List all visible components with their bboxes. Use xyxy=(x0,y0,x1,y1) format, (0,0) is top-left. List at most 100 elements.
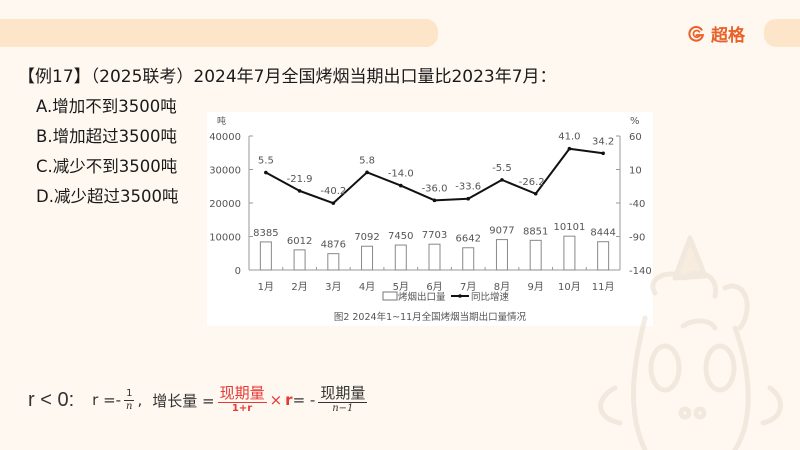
x-tick-label: 1月 xyxy=(258,281,274,293)
x-tick-label: 3月 xyxy=(325,281,341,293)
fraction-numerator: 现期量 xyxy=(318,384,368,404)
bar-value-label: 7092 xyxy=(354,232,379,243)
x-tick-label: 9月 xyxy=(527,281,543,293)
line-value-label: -5.5 xyxy=(492,163,512,174)
growth-point xyxy=(365,170,369,175)
bar-value-label: 4876 xyxy=(321,240,346,251)
formula-condition: r < 0: xyxy=(28,388,75,411)
bar xyxy=(259,241,272,271)
x-tick-label: 11月 xyxy=(592,281,615,293)
growth-point xyxy=(264,170,268,175)
y2-tick-label: -90 xyxy=(629,233,645,244)
top-banner-bar-right xyxy=(764,19,800,47)
bar xyxy=(529,239,542,271)
line-value-label: -40.2 xyxy=(320,186,346,197)
formula-growth-label: 增长量 = xyxy=(152,391,215,410)
top-banner-bar xyxy=(0,19,438,47)
bar-value-label: 8385 xyxy=(253,228,278,239)
formula-r: r xyxy=(285,391,293,409)
y-tick-label: 10000 xyxy=(209,233,241,244)
bar-value-label: 8851 xyxy=(523,226,548,237)
chart-panel: 40000 30000 20000 10000 0 60 10 -40 -90 -140 吨% 1月 2… xyxy=(207,112,653,326)
x-tick-label: 8月 xyxy=(494,281,510,293)
legend-bar-swatch xyxy=(382,291,398,301)
line-value-label: 41.0 xyxy=(558,132,580,143)
formula-fraction-current: 现期量 1+r xyxy=(217,384,267,415)
x-tick-label: 7月 xyxy=(460,281,476,293)
formula-r-fraction: 1 n xyxy=(124,388,135,412)
bar xyxy=(462,247,475,271)
option-c[interactable]: C.减少不到3500吨 xyxy=(36,157,178,176)
legend-bar-label: 烤烟出口量 xyxy=(398,291,446,303)
y2-tick-label: -140 xyxy=(629,266,652,277)
growth-point xyxy=(297,189,302,193)
line-value-label: 34.2 xyxy=(592,136,614,147)
bar xyxy=(293,249,306,271)
x-tick-label: 4月 xyxy=(359,281,375,293)
growth-point xyxy=(601,151,605,156)
growth-point xyxy=(432,198,437,203)
bar-value-label: 7703 xyxy=(422,230,447,241)
bar-value-label: 9077 xyxy=(489,226,514,237)
x-tick-label: 5月 xyxy=(393,281,409,293)
bar-value-label: 8444 xyxy=(590,228,615,239)
formula-fraction-n: 现期量 n−1 xyxy=(318,384,368,415)
line-value-label: -26.2 xyxy=(519,177,545,188)
growth-point xyxy=(533,191,538,196)
bar-value-label: 10101 xyxy=(554,222,586,233)
bar xyxy=(563,235,576,271)
y2-axis-unit: % xyxy=(630,116,640,127)
line-value-label: -14.0 xyxy=(388,169,414,180)
x-tick-label: 10月 xyxy=(558,281,581,293)
brand-logo: 超格 xyxy=(688,22,745,46)
option-b[interactable]: B.增加超过3500吨 xyxy=(36,127,178,146)
option-a[interactable]: A.增加不到3500吨 xyxy=(36,97,177,116)
option-d[interactable]: D.减少超过3500吨 xyxy=(36,187,179,206)
formula-times: × xyxy=(269,391,283,409)
legend-line-marker xyxy=(458,294,462,298)
line-value-label: 5.8 xyxy=(359,155,375,166)
brand-name: 超格 xyxy=(711,25,745,46)
growth-point xyxy=(567,146,572,151)
legend-line-label: 同比增速 xyxy=(471,291,510,303)
y-tick-label: 20000 xyxy=(209,199,241,210)
y2-tick-label: -40 xyxy=(629,199,645,210)
x-tick-label: 6月 xyxy=(426,281,442,293)
line-value-label: -33.6 xyxy=(455,182,481,193)
y-tick-label: 30000 xyxy=(209,166,241,177)
bar-value-label: 7450 xyxy=(388,231,413,242)
y-tick-label: 0 xyxy=(235,266,241,277)
formula-line: r < 0: r =- 1 n , 增长量 = 现期量 1+r × r = - … xyxy=(28,380,370,420)
x-tick-label: 2月 xyxy=(291,281,307,293)
growth-point xyxy=(466,196,471,201)
line-value-label: -21.9 xyxy=(287,174,313,185)
bar xyxy=(597,241,610,271)
bar xyxy=(428,243,441,271)
bar xyxy=(394,244,407,271)
bar-value-label: 6012 xyxy=(287,236,312,247)
bar xyxy=(361,245,374,271)
growth-point xyxy=(500,178,504,182)
y2-tick-label: 60 xyxy=(629,132,642,143)
bar-value-label: 6642 xyxy=(456,234,481,245)
formula-r-eq: r =- xyxy=(92,391,122,409)
line-value-label: -36.0 xyxy=(422,183,448,194)
bar xyxy=(495,239,508,271)
fraction-denominator: 1+r xyxy=(231,403,253,415)
y-tick-label: 40000 xyxy=(209,132,241,143)
bar xyxy=(327,253,340,271)
fraction-denominator: n xyxy=(126,400,133,412)
fraction-numerator: 现期量 xyxy=(217,384,267,404)
growth-point xyxy=(331,201,336,205)
question-text: 【例17】（2025联考）2024年7月全国烤烟当期出口量比2023年7月： xyxy=(18,67,557,87)
chart-caption: 图2 2024年1~11月全国烤烟当期出口量情况 xyxy=(334,311,527,323)
fraction-numerator: 1 xyxy=(124,388,135,401)
formula-eq-minus: = - xyxy=(292,391,316,409)
y-axis-unit: 吨 xyxy=(217,115,226,127)
unicorn-mascot-watermark xyxy=(598,235,783,450)
growth-line xyxy=(265,147,604,205)
g-logo-icon xyxy=(688,25,705,42)
fraction-denominator: n−1 xyxy=(332,403,354,415)
formula-comma: , xyxy=(137,391,143,409)
y2-tick-label: 10 xyxy=(629,166,642,177)
